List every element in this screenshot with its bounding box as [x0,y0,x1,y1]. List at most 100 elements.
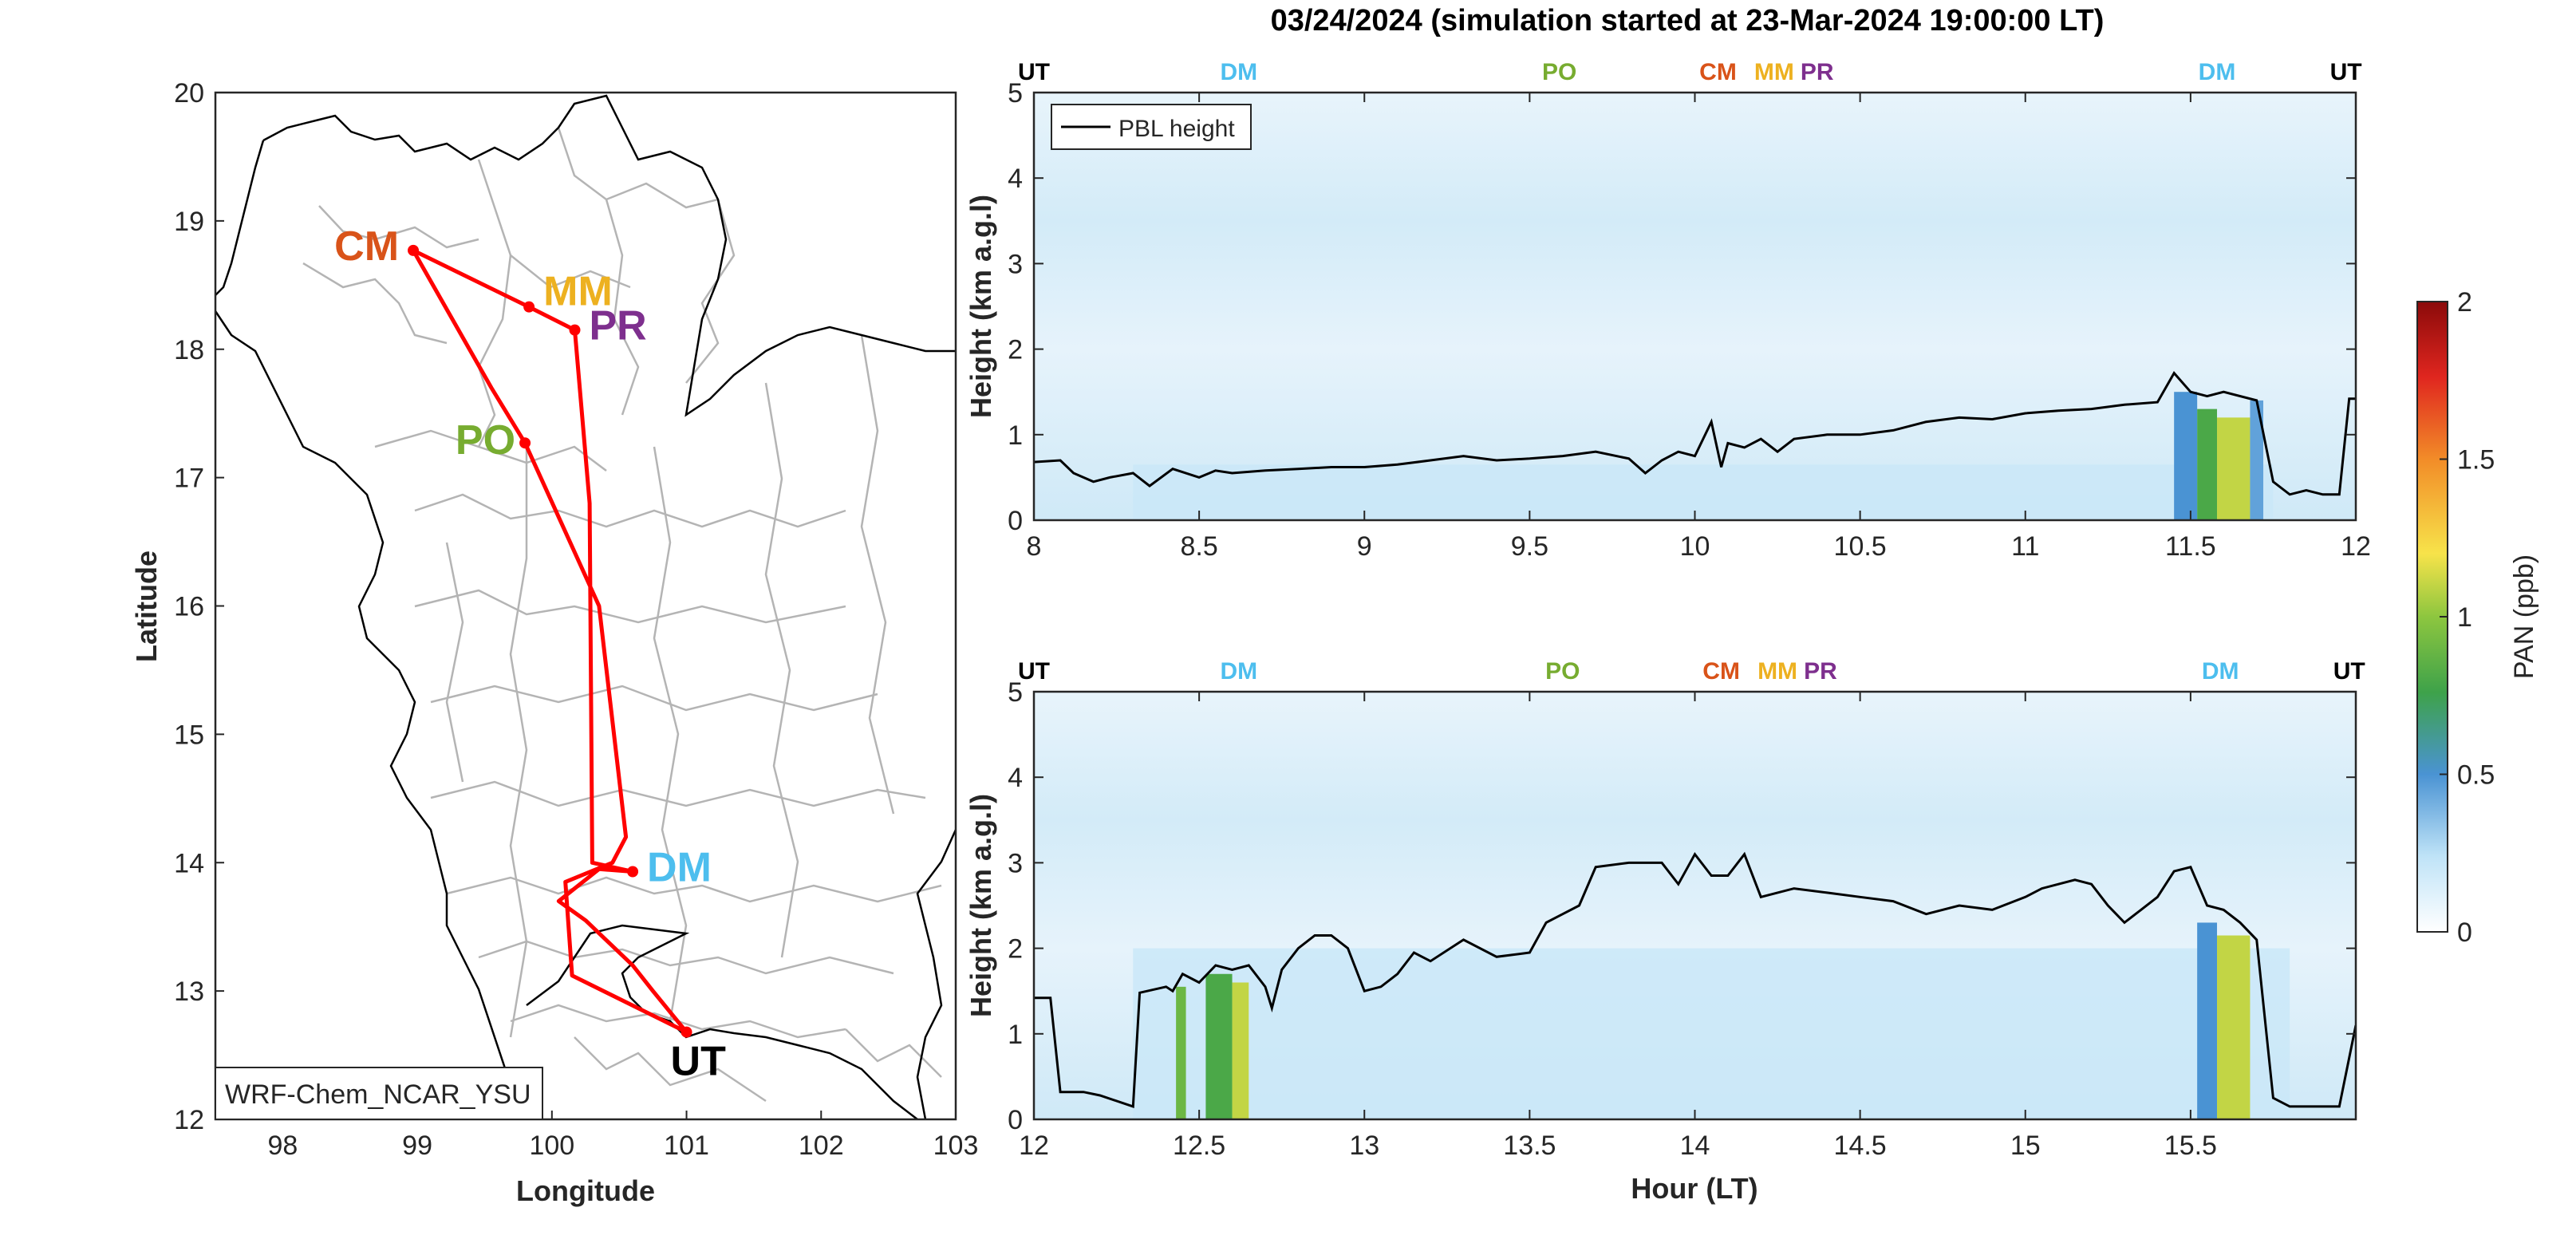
ytick-label: 5 [1008,78,1023,109]
ytick-label: 0 [1008,506,1023,536]
location-label-po: PO [1542,59,1576,85]
map-ytick-label: 17 [174,464,204,494]
map-marker-ut [680,1026,692,1038]
xtick-label: 15.5 [2164,1131,2217,1161]
curtain-bottom-ylabel: Height (km a.g.l) [965,794,997,1017]
xtick-label: 13 [1349,1131,1379,1161]
xtick-label: 11 [2011,531,2039,562]
map-xtick-label: 101 [664,1131,709,1161]
map-xtick-label: 103 [933,1131,979,1161]
map-ytick-label: 16 [174,592,204,622]
pan-band-1 [1176,986,1186,1119]
map-label-dm: DM [647,845,712,891]
map-marker-mm [523,301,535,313]
map-ytick-label: 13 [174,977,204,1007]
pan-band-0 [1133,464,2274,520]
map-marker-dm [627,866,639,878]
xtick-label: 13.5 [1503,1131,1556,1161]
xtick-label: 12 [2341,531,2371,562]
ytick-label: 4 [1008,164,1023,194]
map-label-pr: PR [590,303,647,349]
location-label-pr: PR [1804,658,1837,685]
figure-title: 03/24/2024 (simulation started at 23-Mar… [1271,4,2105,37]
pan-band-4 [2250,400,2264,520]
curtain-top-background [1034,93,2356,520]
pbl-legend: PBL height [1051,104,1252,150]
curtain-bottom-xlabel: Hour (LT) [1631,1172,1757,1205]
map-xlabel: Longitude [516,1174,655,1207]
map-ytick-label: 15 [174,720,204,750]
map-ytick-label: 20 [174,78,204,109]
map-label-cm: CM [334,223,399,270]
map-label-mm: MM [543,269,613,315]
location-label-dm: DM [2199,59,2236,85]
xtick-label: 14 [1680,1131,1710,1161]
colorbar-tick-label: 0 [2457,917,2472,948]
location-label-mm: MM [1754,59,1794,85]
colorbar-tick-label: 2 [2457,287,2472,318]
xtick-label: 9.5 [1511,531,1548,562]
colorbar-tick-label: 0.5 [2457,760,2495,791]
map-xtick-label: 99 [402,1131,432,1161]
location-label-ut: UT [2330,59,2362,85]
pan-band-3 [1232,982,1249,1119]
map-label-ut: UT [671,1039,727,1085]
pbl-height-line-bottom [1034,851,2356,1108]
location-label-mm: MM [1757,658,1797,685]
curtain-bottom-bands [1133,922,2290,1119]
route-line [411,248,688,1034]
xtick-label: 11.5 [2165,531,2216,562]
xtick-label: 10 [1680,531,1710,562]
xtick-label: 14.5 [1834,1131,1887,1161]
curtain-top-location-labels: UT DM PO CM MM PR DM UT [1018,59,2362,85]
colorbar-tick-label: 1.5 [2457,445,2495,476]
pan-band-3 [2217,417,2251,520]
location-label-dm: DM [1221,658,1258,685]
location-label-ut: UT [1018,59,1050,85]
colorbar-label: PAN (ppb) [2509,554,2539,679]
ytick-label: 2 [1008,934,1023,965]
map-axes-box [215,93,956,1119]
ytick-label: 1 [1008,1020,1023,1050]
map-ytick-label: 19 [174,207,204,237]
pan-band-4 [2197,922,2218,1119]
pbl-legend-label: PBL height [1118,116,1235,142]
colorbar-ticks: 0 0.5 1 1.5 2 [2440,287,2495,948]
location-label-dm: DM [1221,59,1258,85]
curtain-top-bands [1133,392,2274,520]
ytick-label: 0 [1008,1105,1023,1135]
pan-band-0 [1133,948,2290,1119]
ytick-label: 2 [1008,335,1023,365]
colorbar-tick-label: 1 [2457,602,2472,633]
map-label-po: PO [456,417,515,464]
map-marker-cm [408,244,420,256]
location-label-po: PO [1545,658,1580,685]
curtain-bottom-location-labels: UT DM PO CM MM PR DM UT [1018,658,2365,685]
location-label-cm: CM [1702,658,1740,685]
location-label-ut: UT [1018,658,1050,685]
map-marker-pr [569,324,581,336]
ytick-label: 3 [1008,848,1023,878]
curtain-top-ylabel: Height (km a.g.l) [965,195,997,418]
location-label-ut: UT [2333,658,2365,685]
map-ytick-label: 14 [174,848,204,878]
location-label-cm: CM [1699,59,1737,85]
location-label-pr: PR [1801,59,1834,85]
pan-band-5 [2217,935,2251,1119]
xtick-label: 15 [2010,1131,2041,1161]
pan-band-1 [2174,392,2198,520]
pan-band-2 [2197,408,2218,520]
map-ytick-label: 18 [174,335,204,365]
xtick-label: 10.5 [1834,531,1887,562]
national-border [214,94,957,1120]
map-xtick-label: 98 [267,1131,298,1161]
map-xtick-label: 102 [799,1131,844,1161]
ytick-label: 1 [1008,420,1023,451]
pbl-height-line-top [1034,371,2356,496]
